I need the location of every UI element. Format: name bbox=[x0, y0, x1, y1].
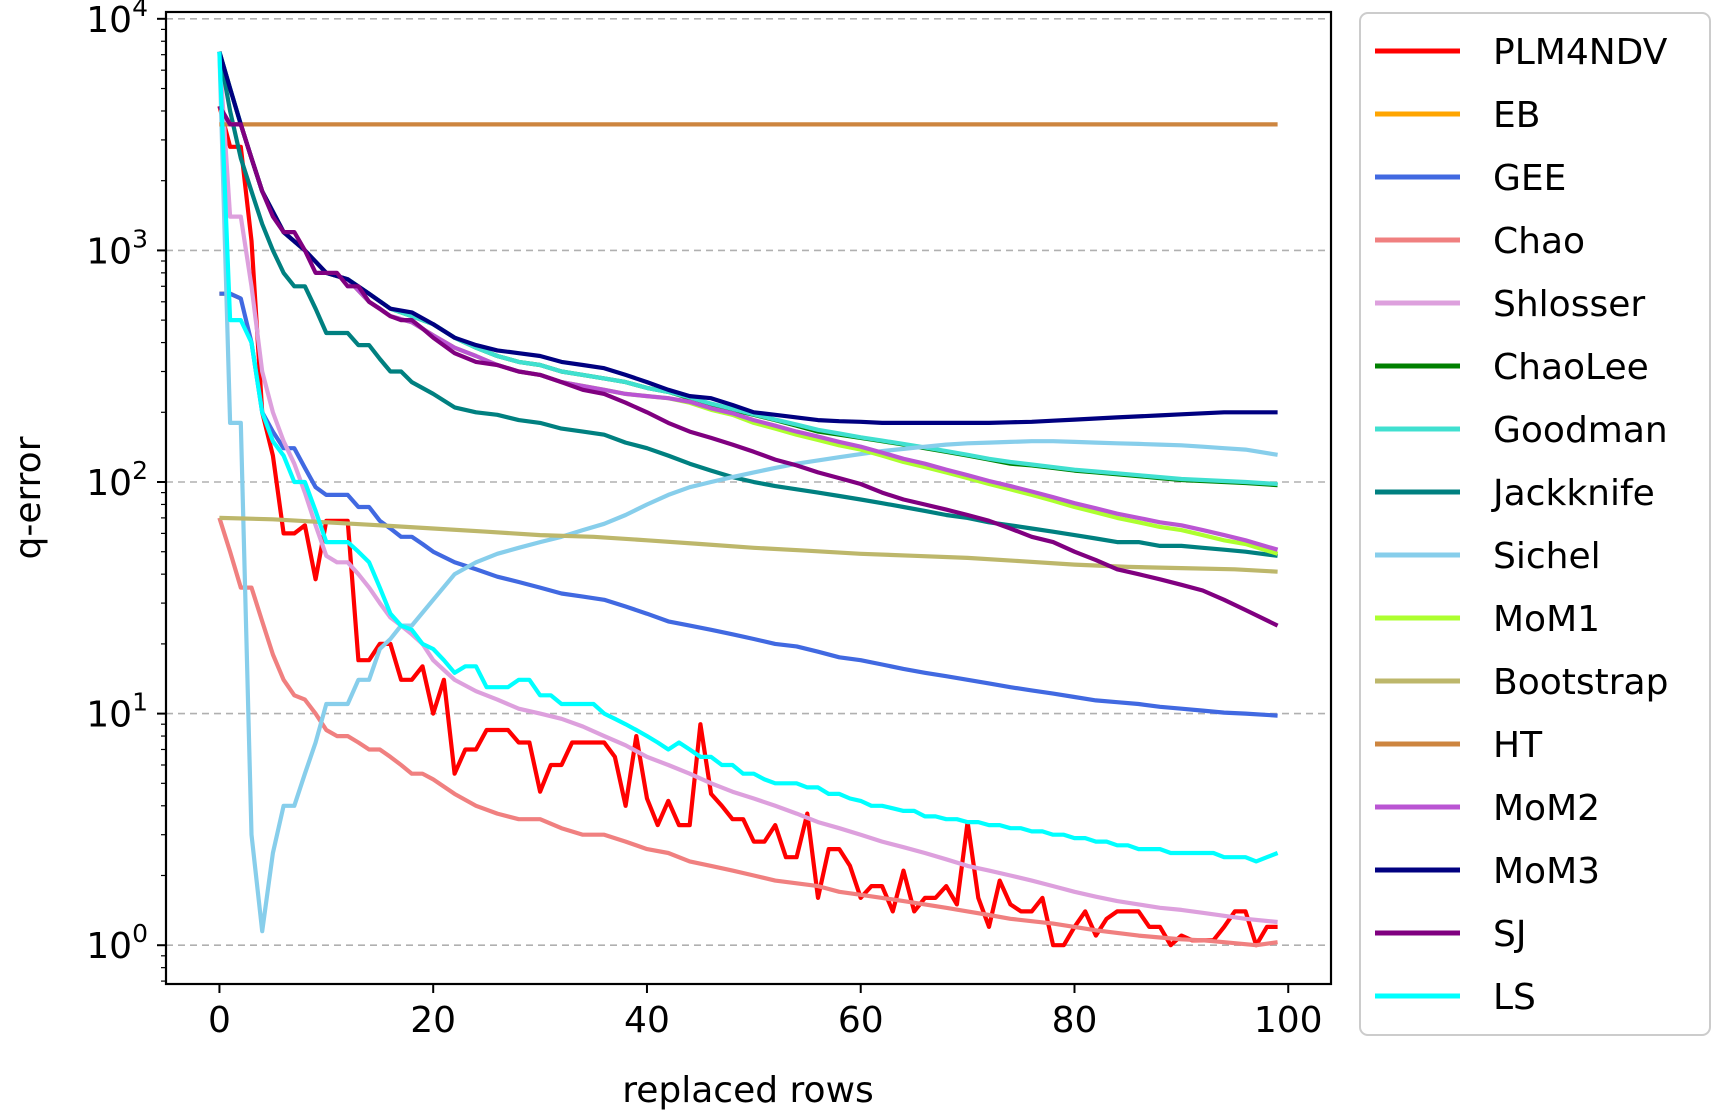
legend-label: Sichel bbox=[1493, 536, 1601, 577]
x-axis-label: replaced rows bbox=[622, 1070, 874, 1111]
series-line-plm4ndv bbox=[217, 105, 1278, 948]
series-lines bbox=[217, 51, 1279, 948]
x-tick-label: 100 bbox=[1254, 1000, 1323, 1041]
series-line-bootstrap bbox=[219, 515, 1278, 574]
y-axis: 100 101 102 103 104 bbox=[86, 0, 166, 982]
legend-label: MoM1 bbox=[1493, 599, 1600, 640]
legend-frame bbox=[1359, 12, 1711, 1036]
y-tick-label: 103 bbox=[86, 224, 148, 272]
legend-label: Shlosser bbox=[1493, 284, 1645, 325]
x-tick-label: 40 bbox=[624, 1000, 670, 1041]
x-axis: 0 20 40 60 80 100 bbox=[208, 984, 1323, 1041]
legend-label: EB bbox=[1493, 95, 1540, 136]
legend-label: PLM4NDV bbox=[1493, 32, 1668, 73]
series-line-jackknife bbox=[217, 51, 1278, 558]
legend-label: LS bbox=[1493, 977, 1536, 1018]
y-tick-label: 100 bbox=[86, 919, 148, 967]
plot-frame bbox=[164, 10, 1333, 986]
legend-label: Chao bbox=[1493, 221, 1585, 262]
legend-label: ChaoLee bbox=[1493, 347, 1649, 388]
y-tick-label: 102 bbox=[86, 456, 148, 504]
legend: PLM4NDV EB GEE Chao Shlosser ChaoLee Goodman Ja… bbox=[1359, 12, 1711, 1036]
series-line-sj bbox=[217, 105, 1279, 628]
legend-label: MoM3 bbox=[1493, 851, 1600, 892]
series-line-mom3 bbox=[217, 51, 1278, 425]
series-line-gee bbox=[219, 291, 1278, 718]
series-line-mom1 bbox=[217, 105, 1279, 556]
series-line-chao bbox=[217, 517, 1278, 948]
series-line-mom2 bbox=[217, 105, 1279, 552]
series-line-ls bbox=[217, 51, 1279, 864]
y-tick-label: 104 bbox=[86, 0, 148, 41]
legend-label: Goodman bbox=[1493, 410, 1668, 451]
x-tick-label: 60 bbox=[838, 1000, 884, 1041]
y-tick-label: 101 bbox=[86, 688, 148, 736]
legend-label: GEE bbox=[1493, 158, 1566, 199]
legend-label: Jackknife bbox=[1491, 473, 1655, 514]
legend-label: MoM2 bbox=[1493, 788, 1600, 829]
x-tick-label: 20 bbox=[410, 1000, 456, 1041]
legend-label: SJ bbox=[1493, 914, 1526, 955]
y-axis-label: q-error bbox=[8, 436, 49, 559]
legend-label: Bootstrap bbox=[1493, 662, 1668, 703]
series-line-shlosser bbox=[217, 51, 1278, 925]
x-tick-label: 80 bbox=[1052, 1000, 1098, 1041]
x-tick-label: 0 bbox=[208, 1000, 231, 1041]
series-line-sichel bbox=[217, 51, 1278, 934]
legend-label: HT bbox=[1493, 725, 1543, 766]
